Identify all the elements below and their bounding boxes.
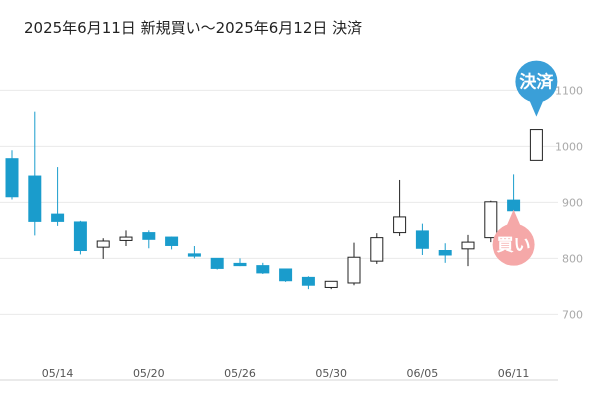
candle-body (5, 158, 19, 198)
x-tick-label: 05/14 (42, 367, 74, 380)
candle-body (415, 230, 429, 249)
candle-body (210, 257, 224, 269)
candle-body (507, 199, 521, 212)
marker-circle (515, 60, 558, 103)
candle (324, 280, 338, 290)
candle (393, 179, 407, 236)
candle (119, 230, 133, 247)
entry-marker: 買い (492, 209, 535, 266)
marker-label: 買い (497, 236, 531, 256)
candle-body (438, 250, 452, 256)
candle (370, 233, 384, 264)
exit-marker: 決済 (515, 60, 558, 117)
candle (233, 258, 247, 267)
candle (73, 220, 87, 255)
candle-body (461, 241, 475, 250)
candle (28, 111, 42, 236)
candle-body (347, 256, 361, 284)
marker-label: 決済 (519, 72, 554, 93)
candle (529, 129, 543, 161)
candle-body (393, 216, 407, 234)
candle-body (301, 276, 315, 286)
x-tick-label: 06/11 (498, 367, 530, 380)
candles (5, 111, 543, 290)
x-tick-label: 06/05 (407, 367, 439, 380)
y-tick-label: 900 (562, 196, 583, 209)
candle-body (324, 280, 338, 288)
candle (256, 262, 270, 275)
candle (279, 268, 293, 282)
y-axis-labels: 700 800 900 1000 1100 (555, 84, 583, 321)
candle-body (484, 201, 498, 239)
grid-lines (0, 89, 558, 315)
candle-body (187, 253, 201, 257)
candle-body (51, 213, 65, 222)
x-tick-label: 05/30 (315, 367, 347, 380)
candle (142, 230, 156, 249)
candle-body (73, 221, 87, 252)
y-tick-label: 700 (562, 308, 583, 321)
x-tick-label: 05/26 (224, 367, 256, 380)
chart-title: 2025年6月11日 新規買い〜2025年6月12日 決済 (24, 19, 363, 37)
candle (438, 243, 452, 263)
candle-body (96, 240, 110, 248)
candle (461, 234, 475, 267)
candle (187, 246, 201, 259)
candle-body (256, 265, 270, 274)
x-axis: 05/14 05/20 05/26 05/30 06/05 06/11 (0, 367, 558, 381)
candle (210, 257, 224, 270)
candle-body (233, 262, 247, 267)
y-tick-label: 800 (562, 252, 583, 265)
marker-circle (492, 223, 535, 266)
candle (301, 276, 315, 290)
candle-body (28, 175, 42, 222)
candle (51, 167, 65, 226)
candle-body (119, 236, 133, 241)
candle-body (279, 268, 293, 282)
y-tick-label: 1100 (555, 84, 583, 97)
y-tick-label: 1000 (555, 140, 583, 153)
candle (347, 242, 361, 286)
candle (507, 174, 521, 215)
candle (484, 200, 498, 243)
candle-body (165, 236, 179, 246)
candle-body (142, 232, 156, 240)
candle-body (370, 237, 384, 262)
candle (165, 236, 179, 250)
trade-markers: 買い 決済 (492, 60, 558, 266)
candle-body (529, 129, 543, 161)
candle (5, 150, 19, 200)
candle (415, 223, 429, 255)
x-tick-label: 05/20 (133, 367, 165, 380)
candle (96, 238, 110, 259)
